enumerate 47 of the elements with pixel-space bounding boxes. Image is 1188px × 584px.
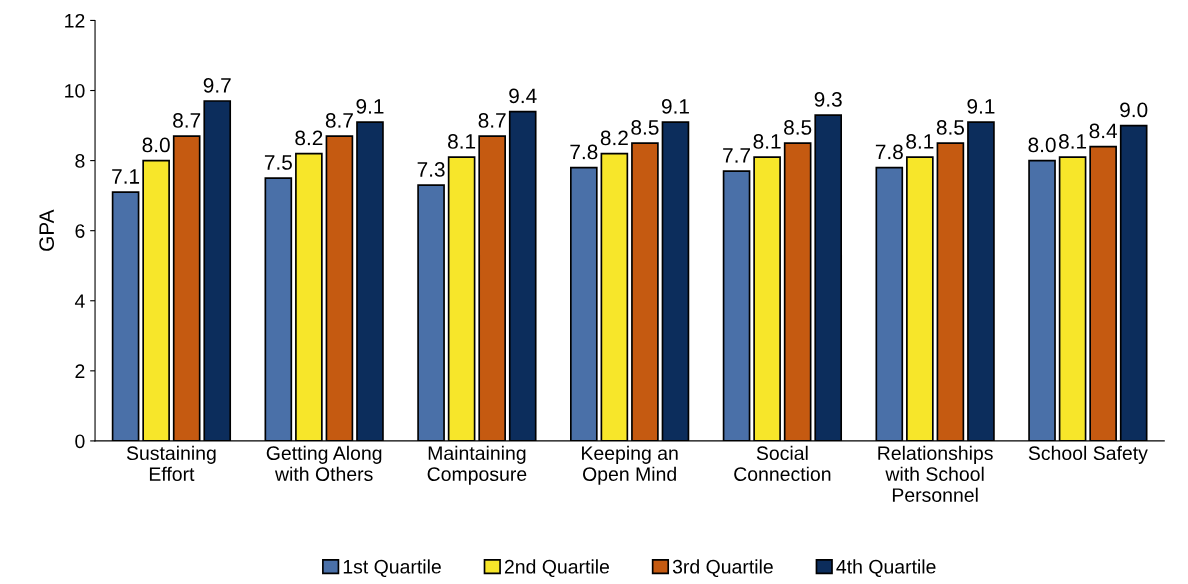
- data-label: 7.7: [723, 148, 750, 163]
- data-label: 8.1: [906, 134, 934, 149]
- data-label: 9.0: [1120, 102, 1148, 118]
- y-tick-label: 0: [75, 434, 85, 449]
- data-label: 8.7: [478, 113, 506, 128]
- legend-label: 2nd Quartile: [504, 559, 610, 578]
- x-tick-label: Maintaining Composure: [427, 445, 527, 485]
- data-label: 8.0: [1028, 137, 1056, 153]
- data-label: 8.4: [1089, 123, 1118, 139]
- legend-label: 4th Quartile: [836, 559, 936, 578]
- x-tick-label: Keeping an Open Mind: [582, 445, 678, 485]
- data-label: 8.1: [753, 134, 781, 149]
- data-label: 7.8: [570, 144, 598, 160]
- data-label: 8.2: [600, 130, 628, 146]
- data-label: 8.1: [448, 134, 476, 149]
- y-tick-label: 4: [74, 294, 85, 308]
- y-tick-label: 2: [75, 364, 85, 378]
- y-axis-title: GPA: [39, 209, 55, 251]
- data-label: 7.1: [112, 169, 140, 184]
- data-label: 8.1: [1059, 134, 1087, 149]
- data-label: 8.2: [295, 130, 323, 146]
- data-label: 8.7: [325, 113, 353, 128]
- data-label: 7.3: [417, 162, 445, 177]
- data-label: 8.0: [142, 137, 170, 153]
- data-label: 9.4: [509, 88, 537, 104]
- data-label: 9.3: [814, 92, 842, 107]
- data-label: 9.1: [967, 99, 995, 114]
- data-label: 8.7: [173, 113, 201, 128]
- y-tick-label: 6: [75, 224, 85, 238]
- data-label: 9.1: [356, 99, 384, 114]
- legend-label: 3rd Quartile: [672, 559, 773, 578]
- y-tick-label: 10: [65, 83, 85, 98]
- x-tick-label: Sustaining Effort: [126, 445, 216, 482]
- x-tick-label: Social Connection: [734, 445, 831, 482]
- x-tick-label: Getting Along with Others: [266, 445, 382, 482]
- data-label: 9.1: [661, 99, 689, 114]
- data-label: 8.5: [784, 120, 812, 135]
- legend-label: 1st Quartile: [343, 559, 441, 578]
- data-label: 8.5: [936, 120, 965, 135]
- y-tick-label: 12: [65, 13, 85, 28]
- data-label: 8.5: [631, 120, 659, 135]
- y-tick-label: 8: [75, 154, 85, 168]
- data-label: 7.5: [264, 155, 292, 170]
- data-label: 7.8: [875, 144, 903, 160]
- data-label: 9.7: [203, 77, 231, 93]
- x-tick-label: School Safety: [1028, 445, 1148, 464]
- x-tick-label: Relationships with School Personnel: [878, 445, 993, 502]
